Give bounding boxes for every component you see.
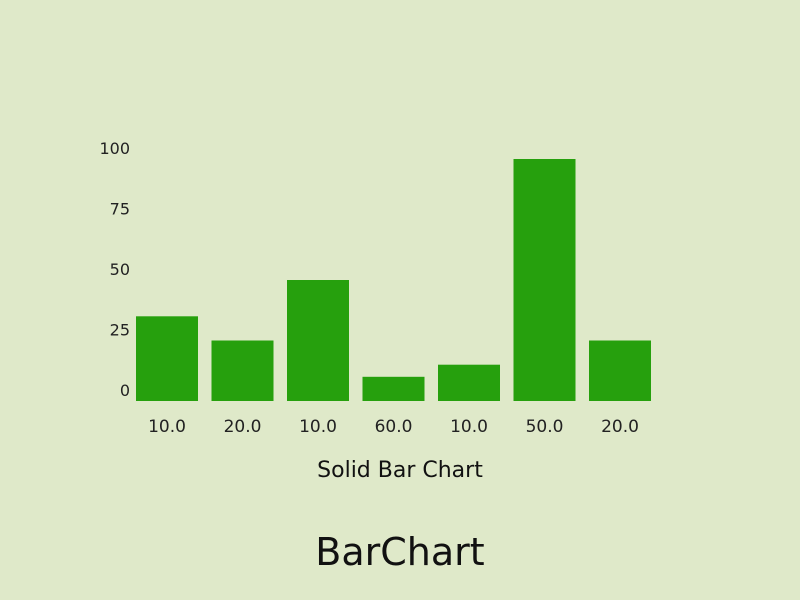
bar <box>438 364 500 401</box>
y-tick-label: 100 <box>99 139 130 158</box>
y-axis-ticks: 0 25 50 75 100 <box>99 139 130 400</box>
y-tick-label: 25 <box>110 321 130 340</box>
x-tick-label: 20.0 <box>224 417 262 437</box>
x-tick-label: 10.0 <box>148 417 186 437</box>
y-tick-label: 0 <box>120 381 130 400</box>
bar <box>136 316 198 401</box>
bar <box>362 376 425 401</box>
bar <box>589 340 651 401</box>
x-tick-label: 20.0 <box>601 417 639 437</box>
bars <box>136 159 651 401</box>
bar <box>513 159 576 401</box>
x-tick-label: 10.0 <box>299 417 337 437</box>
y-tick-label: 50 <box>110 260 130 279</box>
y-tick-label: 75 <box>110 200 130 219</box>
x-axis-ticks: 10.0 20.0 10.0 60.0 10.0 50.0 20.0 <box>148 417 639 437</box>
bar <box>211 340 274 401</box>
screen-title: BarChart <box>315 530 485 574</box>
x-tick-label: 50.0 <box>526 417 564 437</box>
bar <box>287 280 349 401</box>
x-tick-label: 10.0 <box>450 417 488 437</box>
x-tick-label: 60.0 <box>375 417 413 437</box>
x-axis-label: Solid Bar Chart <box>317 458 483 483</box>
